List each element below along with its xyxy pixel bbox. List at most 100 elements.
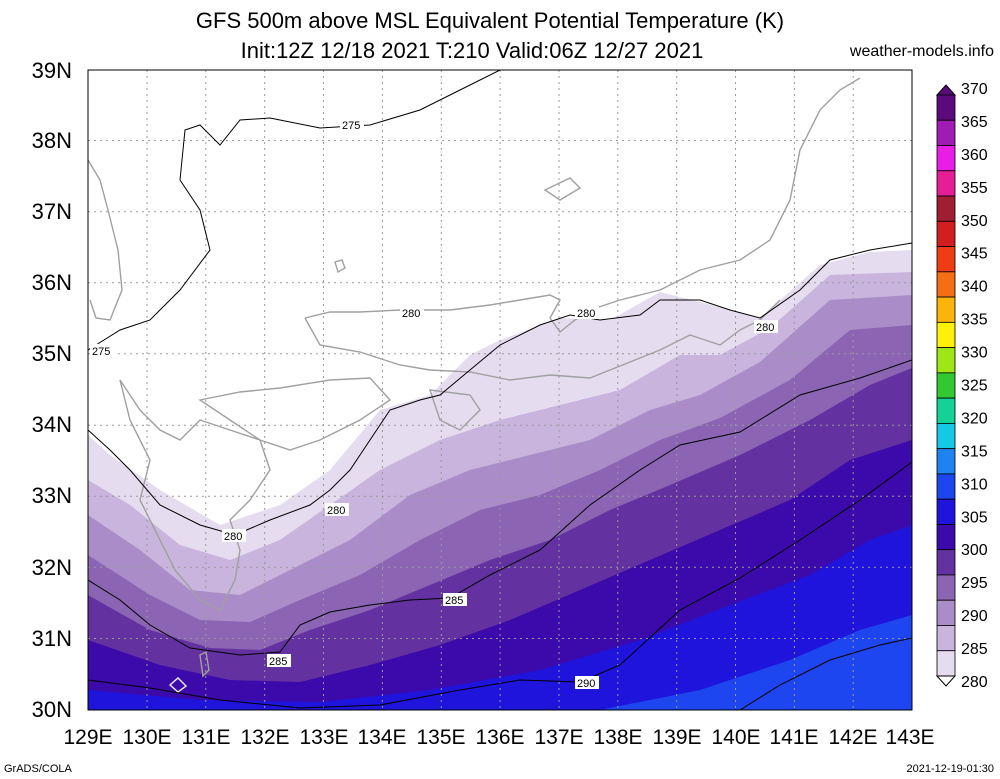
coast-kii [428, 389, 481, 431]
colorbar-label: 285 [961, 641, 988, 658]
chart-subtitle: Init:12Z 12/18 2021 T:210 Valid:06Z 12/2… [240, 38, 704, 63]
lat-label: 35N [32, 341, 72, 366]
colorbar-label: 320 [961, 410, 988, 427]
colorbar: 370 365 360 355 350 345 340 335 330 325 320 315 310 3… [935, 81, 988, 691]
lon-label: 131E [181, 726, 230, 749]
colorbar-label: 360 [961, 147, 988, 164]
colorbar-label: 300 [961, 542, 988, 559]
site-name: weather-models.info [849, 43, 994, 60]
colorbar-swatch [936, 94, 956, 121]
contour-285 [88, 359, 912, 656]
lon-label: 135E [416, 726, 465, 749]
lon-label: 137E [534, 726, 583, 749]
colorbar-swatch [936, 220, 956, 247]
colorbar-label: 355 [961, 180, 988, 197]
contour-label: 285 [445, 595, 463, 607]
colorbar-swatch [936, 625, 956, 652]
colorbar-swatch [936, 599, 956, 626]
coast-yakushima [199, 650, 210, 678]
footer-timestamp: 2021-12-19-01:30 [906, 763, 994, 775]
contour-275-west [88, 179, 211, 351]
contour-label: 285 [269, 656, 287, 668]
lon-label: 140E [711, 726, 760, 749]
colorbar-label: 290 [961, 608, 988, 625]
coast-japan-south [304, 299, 781, 381]
colorbar-swatch [936, 321, 956, 349]
colorbar-swatch [936, 397, 956, 424]
colorbar-label: 350 [961, 213, 988, 230]
colorbar-label: 325 [961, 378, 988, 395]
colorbar-label: 305 [961, 509, 988, 526]
coast-korea [88, 159, 123, 321]
contour-label: 290 [577, 678, 595, 690]
coast-tanegashima [168, 677, 188, 693]
band-286 [88, 525, 912, 710]
colorbar-swatch [936, 549, 956, 576]
contour-label: 280 [756, 322, 774, 334]
lat-label: 37N [32, 199, 72, 224]
colorbar-swatch [936, 448, 956, 475]
colorbar-label: 330 [961, 345, 988, 362]
lat-label: 33N [32, 483, 72, 508]
colorbar-swatch [936, 372, 956, 399]
contour-label: 280 [224, 531, 242, 543]
colorbar-swatch [936, 296, 956, 323]
contour-label-group: 275 275 280 280 280 280 280 285 285 290 [90, 118, 778, 690]
plot-frame [87, 69, 913, 711]
lon-label: 136E [475, 726, 524, 749]
colorbar-swatch [936, 498, 956, 525]
colorbar-arrow-bottom [935, 675, 957, 687]
colorbar-swatch [936, 524, 956, 551]
colorbar-swatch [936, 119, 956, 146]
colorbar-label: 345 [961, 246, 988, 263]
lat-axis: 39N 38N 37N 36N 35N 34N 33N 32N 31N 30N [32, 58, 72, 722]
contour-label: 275 [92, 346, 110, 358]
lon-label: 142E [828, 726, 877, 749]
colorbar-label: 335 [961, 312, 988, 329]
lon-label: 143E [885, 726, 934, 749]
coast-sado [543, 177, 582, 201]
colorbar-swatch [936, 195, 956, 222]
colorbar-label: 280 [961, 674, 988, 691]
lon-label: 141E [769, 726, 818, 749]
lon-axis: 129E 130E 131E 132E 133E 134E 135E 136E … [63, 726, 934, 749]
contour-label: 280 [577, 308, 595, 320]
contour-280 [88, 242, 912, 536]
contours [88, 70, 912, 710]
coast-oki [334, 259, 346, 274]
contour-label: 280 [327, 505, 345, 517]
colorbar-swatch [936, 246, 956, 273]
footer-credit: GrADS/COLA [4, 763, 72, 775]
lat-label: 31N [32, 626, 72, 651]
colorbar-swatch [936, 473, 956, 500]
colorbar-label: 310 [961, 476, 988, 493]
coast-shikoku [198, 377, 392, 451]
colorbar-label: 340 [961, 279, 988, 296]
lon-label: 129E [63, 726, 112, 749]
colorbar-label: 370 [961, 81, 988, 98]
colorbar-swatch [936, 145, 956, 172]
contour-295 [739, 637, 912, 710]
colorbar-swatch [936, 650, 956, 677]
contour-275-north [179, 70, 501, 181]
colorbar-arrow-top [935, 84, 957, 96]
band-287 [600, 615, 912, 710]
colorbar-swatch [936, 347, 956, 374]
chart-title: GFS 500m above MSL Equivalent Potential … [195, 8, 785, 33]
colorbar-label: 315 [961, 443, 988, 460]
colorbar-swatch [936, 271, 956, 298]
contour-label: 280 [402, 308, 420, 320]
lat-label: 38N [32, 128, 72, 153]
lon-label: 133E [299, 726, 348, 749]
lat-label: 32N [32, 555, 72, 580]
lon-label: 134E [357, 726, 406, 749]
colorbar-label: 295 [961, 575, 988, 592]
colorbar-swatch [936, 170, 956, 197]
lat-label: 30N [32, 697, 72, 722]
lat-label: 36N [32, 270, 72, 295]
lon-label: 138E [593, 726, 642, 749]
contour-label: 275 [342, 120, 360, 132]
contour-290 [88, 461, 912, 709]
lat-label: 39N [32, 58, 72, 83]
